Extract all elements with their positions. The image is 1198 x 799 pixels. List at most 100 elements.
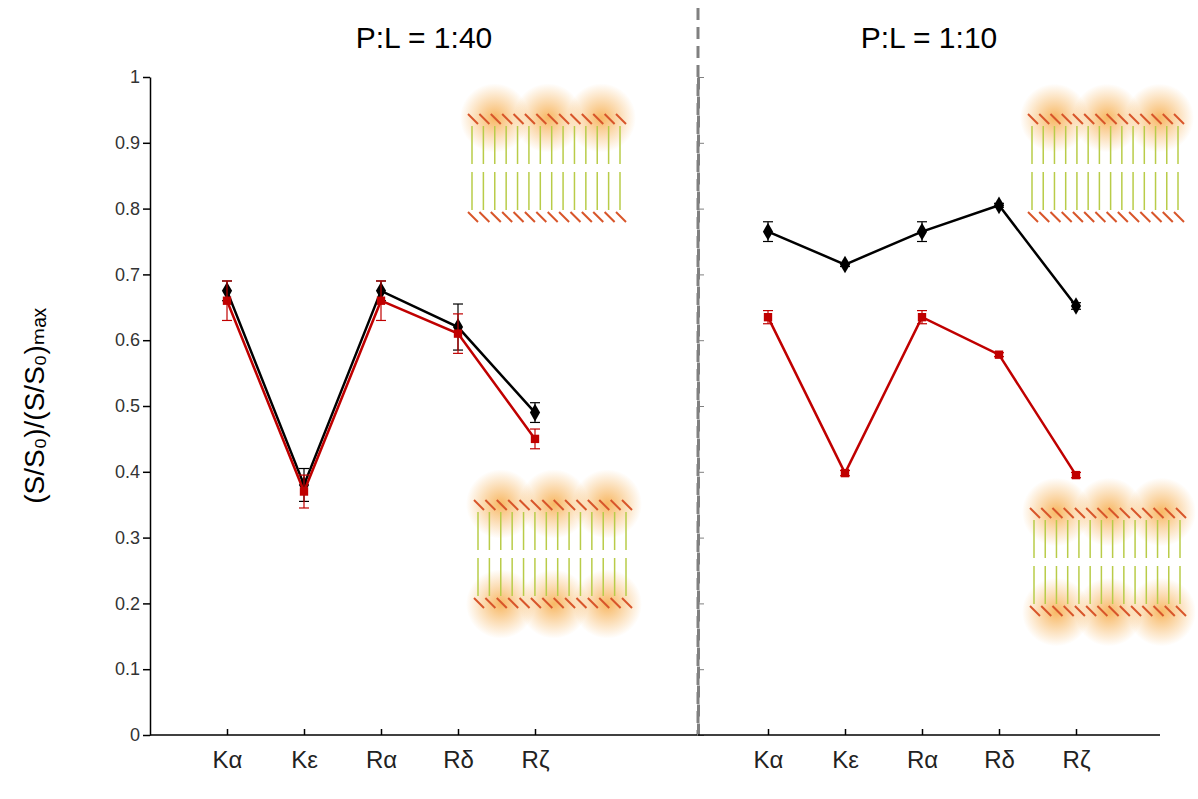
membrane-tail [1054,126,1056,164]
membrane-head [593,114,603,124]
membrane-tail [540,172,542,210]
membrane-head [1140,212,1150,222]
membrane-head [1084,114,1094,124]
membrane-tail [614,558,616,596]
membrane-tail [1076,172,1078,210]
membrane-tail [523,558,525,596]
membrane-tail [1089,566,1091,604]
membrane-illustration [466,469,642,638]
x-tick-mark [304,729,306,735]
membrane-head [593,212,603,222]
membrane-head [1039,114,1049,124]
membrane-head [497,500,507,510]
membrane-tail [1110,126,1112,164]
y-tick: 0.1 [115,659,150,679]
membrane-glow [1127,578,1196,647]
error-bar-cap [917,221,927,222]
membrane-head [1118,212,1128,222]
error-bar-cap [222,280,232,281]
membrane-tail [585,172,587,210]
y-tick: 0.8 [115,199,150,219]
membrane-glow [573,569,642,638]
error-bar-cap [917,310,927,311]
error-bar [376,281,386,320]
x-tick: Rα [366,729,397,773]
membrane-head [474,598,484,608]
membrane-head [570,114,580,124]
x-tick: Rδ [984,729,1015,773]
error-bar-cap [917,323,927,324]
y-tick-mark [698,274,704,275]
membrane-tail [562,172,564,210]
error-bar-cap [453,353,463,354]
data-point [1072,471,1080,479]
y-tick-label: 0 [130,725,140,745]
x-axis-line [698,734,1160,736]
y-tick [698,77,704,78]
membrane-head [531,598,541,608]
membrane-head [559,212,569,222]
membrane-head [1152,212,1162,222]
membrane-head [576,598,586,608]
data-point [300,487,308,495]
membrane-head [485,598,495,608]
membrane-tail [574,172,576,210]
membrane-tail [614,512,616,550]
membrane-tail [517,126,519,164]
membrane-tail [471,126,473,164]
membrane-tail [1067,566,1069,604]
membrane-tail [1179,520,1181,558]
x-tick: Kα [213,729,243,773]
membrane-tail [602,512,604,550]
error-bar [763,311,773,324]
data-point [764,313,772,321]
membrane-tail [511,558,513,596]
error-bar-cap [917,241,927,242]
membrane-glow [1125,84,1194,153]
error-bar-cap [299,507,309,508]
membrane-tail [551,172,553,210]
y-tick [698,274,704,275]
membrane-tail [596,126,598,164]
membrane-tail [1112,520,1114,558]
membrane-head [1154,508,1164,518]
chart-root: 00.10.20.30.40.50.60.70.80.91KαKεRαRδRζP… [0,0,1198,799]
series-line [768,205,1076,306]
x-tick-mark [922,729,924,735]
membrane-tail [1134,566,1136,604]
y-tick-mark [698,340,704,341]
membrane-head [536,212,546,222]
membrane-tail [619,172,621,210]
membrane-tail [1146,566,1148,604]
membrane-head [525,114,535,124]
membrane-tail [1056,566,1058,604]
data-point [763,223,773,241]
membrane-tail [483,126,485,164]
plot-area [763,196,1081,479]
series [222,281,540,508]
y-tick-mark [143,406,150,408]
membrane-head [1084,212,1094,222]
membrane-head [548,212,558,222]
membrane-head [520,598,530,608]
membrane-head [1039,212,1049,222]
membrane-tail [483,172,485,210]
x-tick-mark [535,729,537,735]
x-axis: KαKεRαRδRζ [150,729,698,773]
y-tick-mark [143,274,150,276]
membrane-head [1064,606,1074,616]
y-axis [698,78,704,736]
panel-title: P:L = 1:40 [356,21,493,54]
membrane-head [1154,606,1164,616]
membrane-head [1073,212,1083,222]
data-point [995,350,1003,358]
membrane-illustration [1020,84,1194,222]
membrane-tail [580,558,582,596]
y-tick [698,669,704,670]
data-point [840,256,850,274]
membrane-head [531,500,541,510]
y-tick-label: 0.5 [115,396,140,416]
x-tick-label: Kα [213,746,243,773]
y-tick-mark [143,537,150,539]
membrane-head [622,598,632,608]
